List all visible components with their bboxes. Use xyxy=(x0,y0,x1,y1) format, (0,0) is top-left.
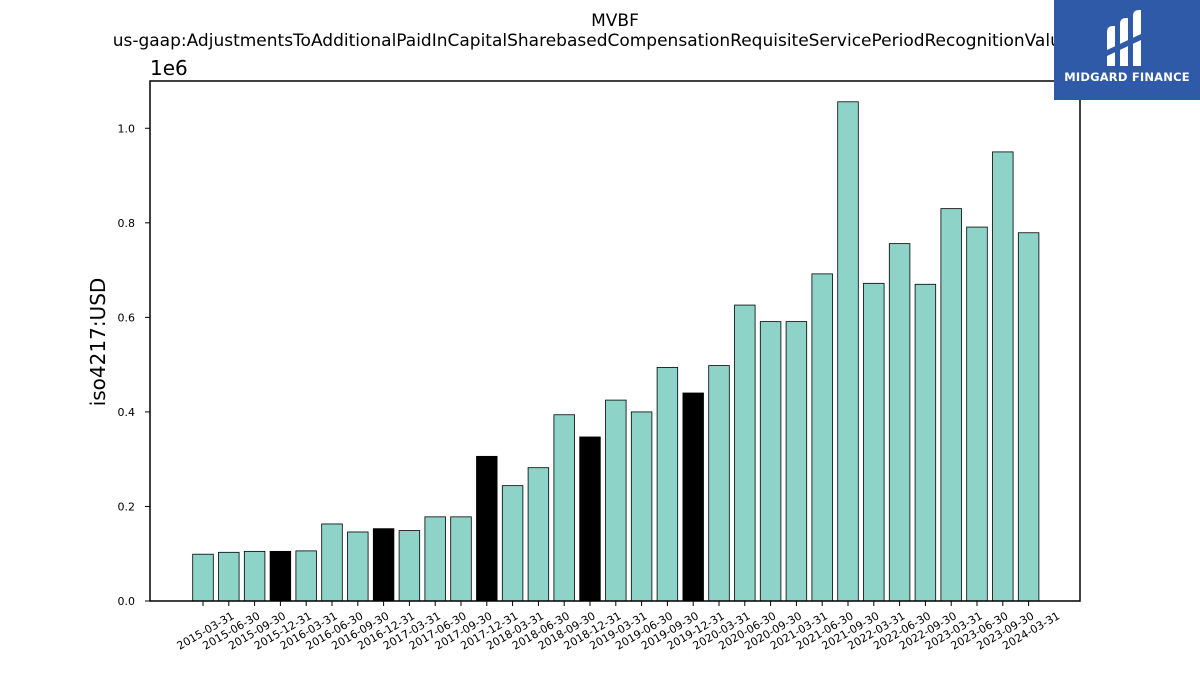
y-tick-label: 0.2 xyxy=(118,500,136,513)
bar-2019-06-30 xyxy=(630,411,653,602)
bar-2017-06-30 xyxy=(424,516,446,602)
y-tick-label: 0.6 xyxy=(118,311,136,324)
bar-2022-06-30 xyxy=(888,243,911,602)
bar-2016-06-30 xyxy=(321,523,343,602)
bar-2023-09-30 xyxy=(992,151,1014,602)
bar-2017-03-31 xyxy=(398,530,421,602)
x-axis-ticks: 2015-03-312015-06-302015-09-302015-12-31… xyxy=(175,601,1062,653)
bar-2016-03-31 xyxy=(295,550,317,602)
bar-2020-03-31 xyxy=(708,365,730,602)
bar-2015-03-31 xyxy=(192,553,214,602)
bar-2023-06-30 xyxy=(966,226,988,602)
y-tick-label: 0.4 xyxy=(118,406,136,419)
bar-2017-09-30 xyxy=(450,516,472,602)
bar-2019-03-31 xyxy=(605,399,627,602)
bar-2019-09-30 xyxy=(656,367,679,602)
bar-2021-03-31 xyxy=(785,321,808,602)
logo-text: MIDGARD FINANCE xyxy=(1064,70,1190,84)
bar-2017-12-31 xyxy=(476,455,498,602)
bar-2019-12-31 xyxy=(682,392,704,602)
bar-2016-12-31 xyxy=(372,528,395,602)
y-axis-ticks: 0.0 0.2 0.4 0.6 0.8 1.0 xyxy=(118,122,150,608)
bar-2016-09-30 xyxy=(347,531,369,602)
bar-2020-06-30 xyxy=(734,304,756,602)
bar-2015-09-30 xyxy=(243,550,266,602)
bar-2023-03-31 xyxy=(940,208,962,602)
bar-2018-03-31 xyxy=(501,485,524,602)
midgard-finance-logo: MIDGARD FINANCE xyxy=(1054,0,1200,100)
y-axis-offset-text: 1e6 xyxy=(150,56,188,80)
bar-2021-06-30 xyxy=(811,273,833,602)
bar-2015-12-31 xyxy=(269,550,292,602)
bar-2018-09-30 xyxy=(553,414,575,602)
bar-2018-06-30 xyxy=(527,467,550,602)
bar-2018-12-31 xyxy=(579,436,601,602)
bar-2022-03-31 xyxy=(863,282,885,602)
chart-title-line-2: us-gaap:AdjustmentsToAdditionalPaidInCap… xyxy=(113,31,1072,51)
bar-2024-03-31 xyxy=(1017,232,1040,602)
bar-series xyxy=(192,101,1040,602)
y-axis-label: iso4217:USD xyxy=(86,278,110,407)
y-tick-label: 0.0 xyxy=(118,595,136,608)
plot-frame xyxy=(149,80,1081,602)
y-tick-label: 0.8 xyxy=(118,217,136,230)
bar-2015-06-30 xyxy=(218,551,240,602)
y-tick-label: 1.0 xyxy=(118,122,136,135)
chart-title-line-1: MVBF xyxy=(591,11,639,31)
midgard-logo-mark-icon xyxy=(1107,10,1141,66)
bar-2021-09-30 xyxy=(837,101,859,602)
bar-2020-09-30 xyxy=(759,321,782,602)
bar-2022-09-30 xyxy=(914,283,937,602)
